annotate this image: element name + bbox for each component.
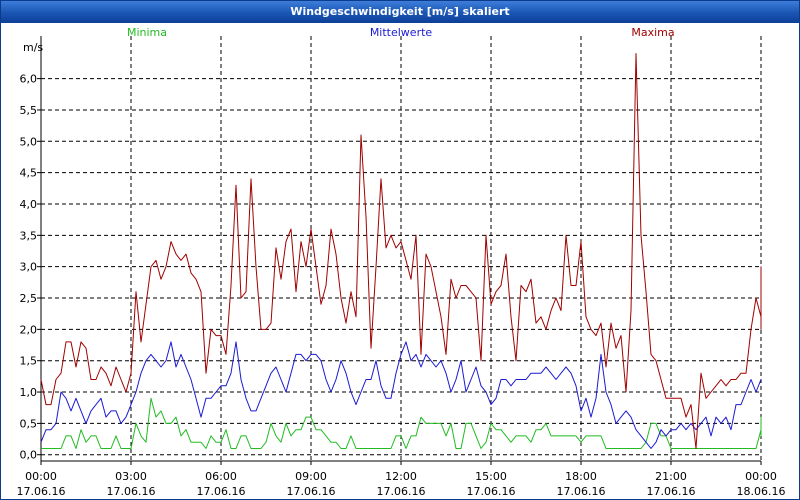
y-tick-label: 3,5 bbox=[20, 229, 38, 242]
legend: Minima Mittelwerte Maxima bbox=[127, 26, 675, 39]
x-tick-date: 17.06.16 bbox=[467, 485, 516, 498]
y-tick-label: 0,0 bbox=[20, 449, 38, 462]
y-tick-label: 4,0 bbox=[20, 198, 38, 211]
x-tick-time: 21:00 bbox=[655, 470, 687, 483]
y-tick-label: 3,0 bbox=[20, 261, 38, 274]
x-tick-time: 00:00 bbox=[745, 470, 777, 483]
x-tick-date: 17.06.16 bbox=[287, 485, 336, 498]
grid-lines bbox=[40, 36, 762, 461]
x-tick-date: 17.06.16 bbox=[647, 485, 696, 498]
x-tick-time: 12:00 bbox=[385, 470, 417, 483]
y-tick-label: 2,5 bbox=[20, 292, 38, 305]
y-tick-label: 5,5 bbox=[20, 104, 38, 117]
x-tick-date: 17.06.16 bbox=[197, 485, 246, 498]
y-tick-label: 1,0 bbox=[20, 386, 38, 399]
x-tick-date: 17.06.16 bbox=[557, 485, 606, 498]
y-tick-label: 5,0 bbox=[20, 135, 38, 148]
series-line-minima bbox=[41, 397, 762, 449]
y-tick-label: 0,5 bbox=[20, 417, 38, 430]
series-line-mittelwerte bbox=[40, 341, 762, 449]
y-tick-label: 2,0 bbox=[20, 323, 38, 336]
y-tick-label: 6,0 bbox=[20, 73, 38, 86]
y-tick-label: 1,5 bbox=[20, 355, 38, 368]
legend-maxima: Maxima bbox=[631, 26, 674, 39]
x-tick-time: 03:00 bbox=[115, 470, 147, 483]
x-tick-time: 15:00 bbox=[475, 470, 507, 483]
x-tick-date: 17.06.16 bbox=[17, 485, 66, 498]
y-tick-labels: 0,0 0,5 1,0 1,5 2,0 2,5 3,0 3,5 4,0 4,5 5,0 5,5 6,0 bbox=[20, 73, 41, 462]
x-tick-date: 18.06.16 bbox=[737, 485, 786, 498]
x-tick-time: 06:00 bbox=[205, 470, 237, 483]
x-tick-date: 17.06.16 bbox=[377, 485, 426, 498]
x-tick-date: 17.06.16 bbox=[107, 485, 156, 498]
x-tick-time: 18:00 bbox=[565, 470, 597, 483]
legend-mittelwerte: Mittelwerte bbox=[370, 26, 433, 39]
window-title: Windgeschwindigkeit [m/s] skaliert bbox=[1, 1, 799, 23]
x-tick-time: 09:00 bbox=[295, 470, 327, 483]
series-line-maxima bbox=[40, 53, 762, 449]
y-tick-label: 4,5 bbox=[20, 167, 38, 180]
series-lines bbox=[40, 53, 762, 449]
y-axis-label: m/s bbox=[23, 41, 43, 54]
x-tick-labels: 00:00 17.06.16 03:00 17.06.16 06:00 17.06.16 0… bbox=[17, 461, 786, 498]
x-tick-time: 00:00 bbox=[25, 470, 57, 483]
legend-minima: Minima bbox=[127, 26, 167, 39]
